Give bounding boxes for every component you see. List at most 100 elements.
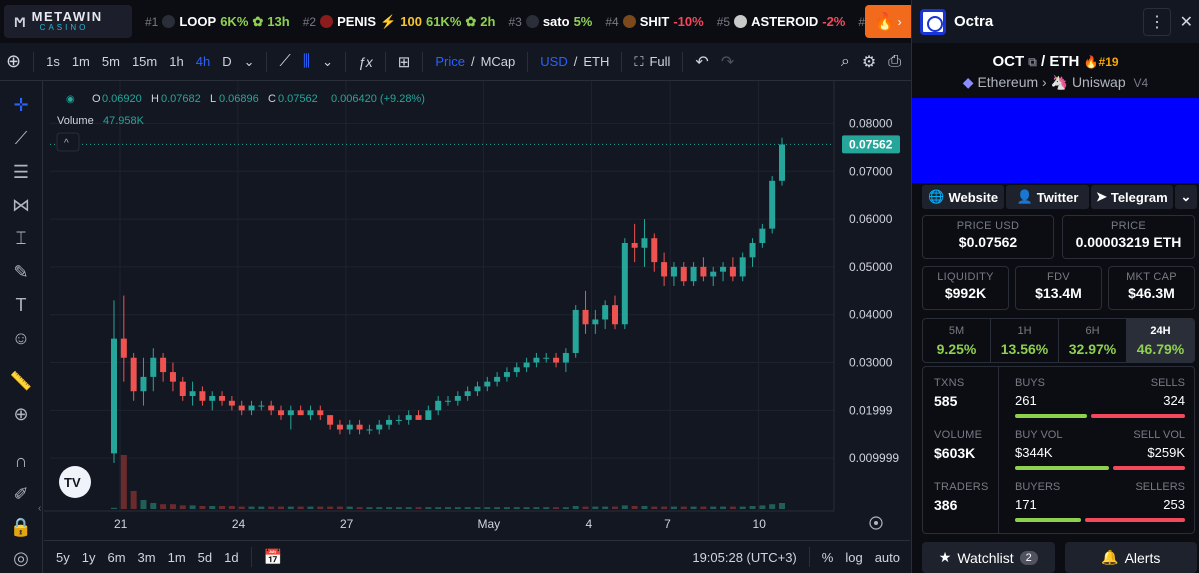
magnet-icon[interactable]: ∩ <box>14 451 28 471</box>
layout-grid-icon[interactable]: ⊞ <box>397 53 411 71</box>
trending-item[interactable]: #3 sato 5% <box>508 14 592 29</box>
copy-icon[interactable]: ⧉ <box>1028 55 1037 69</box>
trending-item[interactable]: #5 ASTEROID -2% <box>717 14 846 29</box>
volume-bar <box>258 506 265 509</box>
candle-body <box>523 362 530 368</box>
candle-body <box>130 357 137 392</box>
settings-gear-icon[interactable]: ⚙ <box>861 53 877 71</box>
candle-body <box>179 381 186 397</box>
quick-search-icon[interactable]: ⌕ <box>840 52 850 70</box>
emoji-icon[interactable]: ☺ <box>11 328 31 348</box>
range-6m[interactable]: 6m <box>107 549 126 565</box>
liquidity-label: LIQUIDITY <box>937 271 994 283</box>
auto-scale-settings[interactable] <box>869 516 883 530</box>
volume-bar <box>779 503 785 509</box>
collapse-toolbar-icon[interactable]: ‹ <box>38 503 42 514</box>
lock-icon[interactable]: 🔒 <box>9 517 33 537</box>
candles-icon[interactable]: ⫼ <box>302 52 311 70</box>
more-links-button[interactable]: ⌄ <box>1174 185 1197 209</box>
token-icon <box>734 15 748 28</box>
watchlist-button[interactable]: ★ Watchlist 2 <box>922 542 1055 573</box>
trend-line-icon[interactable]: ⟋ <box>14 128 28 148</box>
chain-name[interactable]: Ethereum <box>977 74 1039 90</box>
tab-5m[interactable]: 5M 9.25% <box>923 319 991 362</box>
fib-retracement-icon[interactable]: ☰ <box>12 162 30 182</box>
twitter-button[interactable]: 👤 Twitter <box>1006 185 1089 209</box>
undo-icon[interactable]: ↶ <box>695 53 709 71</box>
tab-6h[interactable]: 6H 32.97% <box>1059 319 1127 362</box>
volume-bar <box>297 506 304 509</box>
fire-icon: 🔥 <box>874 11 896 31</box>
usd-toggle[interactable]: USD <box>540 54 568 69</box>
interval-1h[interactable]: 1h <box>169 54 184 69</box>
chevron-down-icon[interactable]: ⌄ <box>243 53 255 69</box>
metawin-logo[interactable]: Ϻ METAWIN CASINO <box>4 5 132 38</box>
add-symbol-icon[interactable]: ⊕ <box>6 51 22 71</box>
website-button[interactable]: 🌐 Website <box>922 185 1005 209</box>
website-label: Website <box>948 189 999 205</box>
calendar-icon[interactable]: 📅 <box>263 549 283 566</box>
range-5d[interactable]: 5d <box>197 549 213 565</box>
trending-item[interactable]: #2 PENIS ⚡ 100 61K% ✿ 2h <box>303 14 496 30</box>
more-options-button[interactable]: ⋮ <box>1143 8 1171 36</box>
dex-name[interactable]: Uniswap <box>1071 74 1126 90</box>
divider <box>33 51 35 72</box>
price-toggle[interactable]: Price <box>435 54 465 69</box>
tab-1h[interactable]: 1H 13.56% <box>991 319 1059 362</box>
full-button[interactable]: Full <box>649 54 671 69</box>
pattern-icon[interactable]: ⋈ <box>12 195 30 215</box>
range-3m[interactable]: 3m <box>137 549 156 565</box>
alerts-button[interactable]: 🔔 Alerts <box>1064 542 1197 573</box>
range-1m[interactable]: 1m <box>167 549 186 565</box>
interval-1s[interactable]: 1s <box>46 54 60 69</box>
token-icon <box>162 15 176 28</box>
tradingview-logo[interactable]: TV <box>59 466 91 498</box>
text-icon[interactable]: T <box>15 295 27 315</box>
tab-24h[interactable]: 24H 46.79% <box>1127 319 1194 362</box>
interval-4h[interactable]: 4h <box>195 54 211 69</box>
camera-icon[interactable]: ⎙ <box>888 52 901 70</box>
interval-d[interactable]: D <box>222 54 232 69</box>
lock-drawing-icon[interactable]: ✐ <box>13 484 29 504</box>
candle-body <box>268 405 275 411</box>
crosshair-icon[interactable]: ✛ <box>13 95 29 115</box>
percent-toggle[interactable]: % <box>821 549 834 565</box>
trending-toggle-button[interactable]: 🔥 › <box>865 5 911 38</box>
trending-item[interactable]: #1 LOOP 6K% ✿ 13h <box>145 14 290 30</box>
price-chart[interactable]: 0.08000 0.07000 0.06000 0.05000 0.04000 0.030… <box>44 81 910 536</box>
range-1d[interactable]: 1d <box>224 549 239 565</box>
trending-name: ASTEROID <box>751 14 819 29</box>
eye-icon[interactable]: ◎ <box>13 548 29 568</box>
range-5y[interactable]: 5y <box>56 549 70 565</box>
log-toggle[interactable]: log <box>845 549 863 565</box>
interval-1m[interactable]: 1m <box>71 54 90 69</box>
chevron-down-icon[interactable]: ⌄ <box>322 53 333 69</box>
x-tick-label: 4 <box>586 517 593 531</box>
trending-age: 13h <box>267 14 290 29</box>
legend-eye-icon[interactable]: ◉ <box>66 94 75 105</box>
candle-body <box>484 381 491 387</box>
indicators-icon[interactable]: ƒx <box>357 53 373 70</box>
fullscreen-icon[interactable]: ⛶ <box>634 53 644 69</box>
clock-time[interactable]: 19:05:28 (UTC+3) <box>692 549 797 565</box>
telegram-button[interactable]: ➤ Telegram <box>1090 185 1173 209</box>
redo-icon[interactable]: ↷ <box>720 53 735 71</box>
zoom-in-icon[interactable]: ⊕ <box>13 404 29 424</box>
eth-toggle[interactable]: ETH <box>583 54 610 69</box>
ohlc-h-label: H <box>151 93 159 105</box>
mcap-toggle[interactable]: MCap <box>480 54 516 69</box>
trending-item[interactable]: #4 SHIT -10% <box>605 14 703 29</box>
interval-5m[interactable]: 5m <box>101 54 120 69</box>
measure-icon[interactable]: ⌶ <box>15 228 27 248</box>
buys-sells-split: BUYS SELLS 261 324 <box>1015 377 1185 418</box>
collapse-legend-button[interactable] <box>56 132 80 152</box>
auto-toggle[interactable]: auto <box>874 549 900 565</box>
brush-icon[interactable]: ✎ <box>13 262 29 282</box>
close-icon[interactable]: ✕ <box>1179 14 1193 31</box>
line-chart-icon[interactable]: ⟋ <box>279 52 291 70</box>
volume-bar <box>199 506 206 509</box>
range-1y[interactable]: 1y <box>81 549 96 565</box>
volume-bar <box>130 491 137 509</box>
ruler-icon[interactable]: 📏 <box>9 371 33 391</box>
interval-15m[interactable]: 15m <box>131 54 158 69</box>
